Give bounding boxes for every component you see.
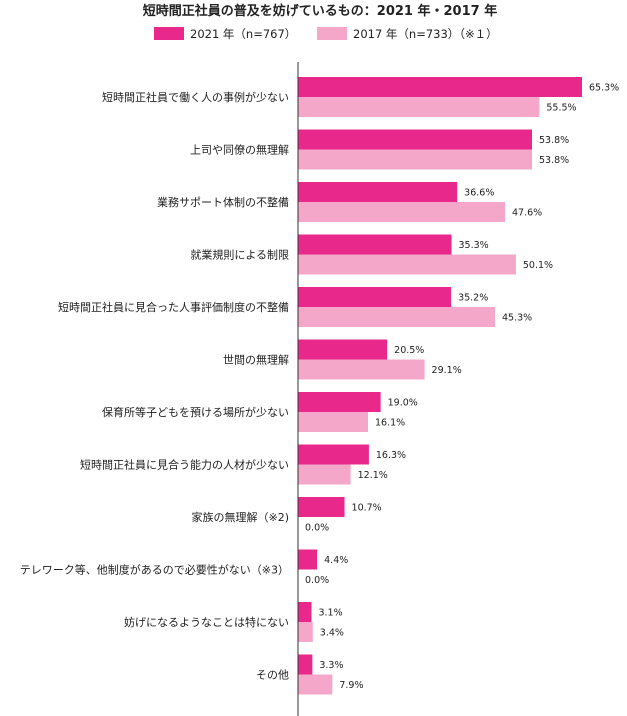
bar-2017: [298, 97, 540, 117]
data-label-2021: 65.3%: [589, 83, 619, 94]
data-label-2021: 35.3%: [459, 240, 489, 251]
category-label: 妨げになるようなことは特にない: [124, 615, 289, 629]
data-label-2017: 7.9%: [339, 680, 363, 691]
category-label: 上司や同僚の無理解: [190, 143, 289, 157]
legend-swatch-2021: [154, 27, 184, 40]
data-label-2017: 16.1%: [375, 418, 405, 429]
category-label: 世間の無理解: [223, 353, 289, 367]
data-label-2021: 53.8%: [539, 135, 569, 146]
bar-2021: [298, 129, 532, 150]
data-label-2017: 0.0%: [305, 575, 329, 586]
bar-2017: [298, 464, 351, 485]
bar-2017: [298, 412, 369, 432]
bar-2017: [298, 254, 516, 275]
data-label-2017: 29.1%: [432, 365, 462, 376]
data-label-2017: 50.1%: [523, 260, 553, 271]
category-label: 短時間正社員で働く人の事例が少ない: [102, 90, 289, 104]
category-label: テレワーク等、他制度があるので必要性がない（※3）: [20, 563, 289, 577]
category-label: 家族の無理解（※2): [191, 510, 289, 524]
data-label-2021: 19.0%: [388, 398, 418, 409]
bar-2021: [298, 602, 312, 622]
category-label: 短時間正社員に見合う能力の人材が少ない: [80, 458, 289, 472]
data-label-2021: 4.4%: [324, 555, 348, 566]
data-label-2021: 35.2%: [458, 293, 488, 304]
bar-2021: [298, 234, 452, 255]
chart-title: 短時間正社員の普及を妨げているもの：2021 年・2017 年: [143, 3, 497, 19]
bar-2021: [298, 497, 345, 517]
category-label: 業務サポート体制の不整備: [157, 195, 289, 209]
category-label: 保育所等子どもを預ける場所が少ない: [102, 405, 289, 419]
data-label-2021: 3.1%: [318, 608, 342, 619]
value-labels: 65.3% 55.5% 53.8% 53.8% 36.6% 47.6% 35.3% 50.1%…: [305, 83, 619, 692]
legend-label-2021: 2021 年（n=767）: [190, 27, 296, 41]
bar-2021: [298, 182, 458, 202]
bar-2021: [298, 444, 369, 465]
bar-2017: [298, 622, 313, 642]
data-label-2017: 53.8%: [539, 155, 569, 166]
bar-2017: [298, 149, 532, 170]
bar-2017: [298, 202, 506, 222]
bar-2021: [298, 339, 388, 360]
legend-swatch-2017: [317, 27, 347, 40]
data-label-2021: 3.3%: [319, 660, 343, 671]
bar-2021: [298, 287, 452, 307]
bar-2017: [298, 359, 425, 380]
data-label-2017: 55.5%: [546, 103, 576, 114]
data-label-2017: 0.0%: [305, 523, 329, 534]
bars: [298, 77, 582, 695]
category-label: 就業規則による制限: [190, 248, 289, 262]
bar-2017: [298, 674, 333, 695]
bar-2017: [298, 307, 496, 327]
bar-2021: [298, 654, 313, 675]
data-label-2021: 10.7%: [352, 503, 382, 514]
data-label-2021: 16.3%: [376, 450, 406, 461]
legend-label-2017: 2017 年（n=733）（※１）: [353, 27, 498, 41]
category-label: 短時間正社員に見合った人事評価制度の不整備: [58, 300, 289, 314]
bar-2021: [298, 549, 318, 570]
data-label-2021: 20.5%: [394, 345, 424, 356]
data-label-2017: 3.4%: [320, 628, 344, 639]
category-label: その他: [256, 669, 289, 682]
data-label-2017: 47.6%: [512, 208, 542, 219]
data-label-2021: 36.6%: [464, 188, 494, 199]
bar-2021: [298, 392, 381, 412]
data-label-2017: 12.1%: [358, 470, 388, 481]
bar-2021: [298, 77, 582, 97]
legend: 2021 年（n=767） 2017 年（n=733）（※１）: [154, 27, 498, 41]
category-labels: 短時間正社員で働く人の事例が少ない上司や同僚の無理解業務サポート体制の不整備就業…: [20, 90, 289, 682]
data-label-2017: 45.3%: [502, 313, 532, 324]
